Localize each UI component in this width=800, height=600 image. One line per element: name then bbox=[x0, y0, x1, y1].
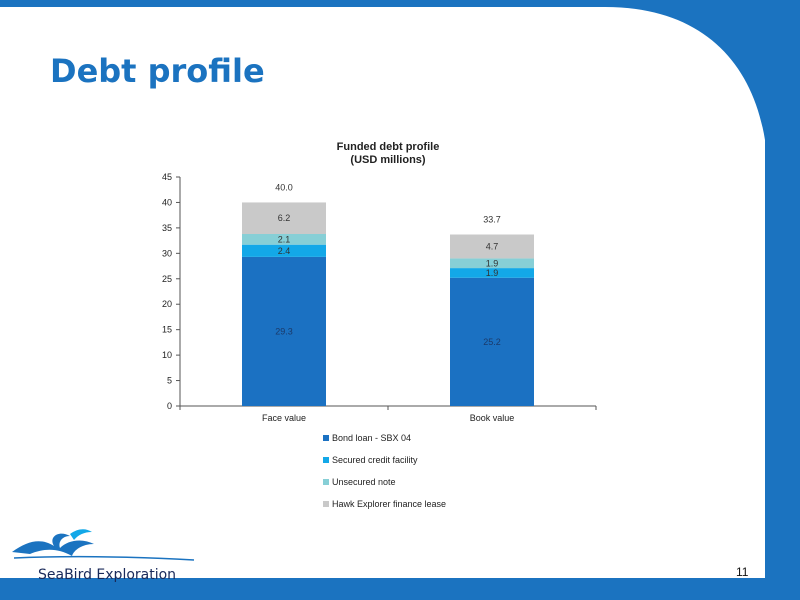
data-label: 25.2 bbox=[483, 337, 501, 347]
x-tick-label: Face value bbox=[262, 413, 306, 423]
x-tick-label: Book value bbox=[470, 413, 515, 423]
y-tick-label: 45 bbox=[162, 172, 172, 182]
legend-label: Unsecured note bbox=[332, 477, 396, 487]
bar-segment bbox=[242, 233, 326, 245]
y-tick-label: 15 bbox=[162, 325, 172, 335]
data-label: 4.7 bbox=[486, 241, 499, 251]
seabird-logo-icon bbox=[12, 529, 195, 561]
data-label: 6.2 bbox=[278, 213, 291, 223]
y-tick-label: 20 bbox=[162, 299, 172, 309]
legend-label: Hawk Explorer finance lease bbox=[332, 499, 446, 509]
bar-segment bbox=[242, 244, 326, 257]
data-label: 2.1 bbox=[278, 234, 291, 244]
bar-segment bbox=[450, 258, 534, 269]
y-tick-label: 35 bbox=[162, 223, 172, 233]
bar-segment bbox=[450, 277, 534, 406]
bar-segment bbox=[242, 202, 326, 234]
legend-swatch bbox=[323, 457, 329, 463]
data-label: 2.4 bbox=[278, 246, 291, 256]
bar-segment bbox=[450, 234, 534, 259]
total-label: 40.0 bbox=[275, 182, 293, 192]
y-tick-label: 25 bbox=[162, 274, 172, 284]
page-number: 11 bbox=[736, 565, 749, 579]
slide-title: Debt profile bbox=[50, 52, 265, 90]
y-tick-label: 40 bbox=[162, 197, 172, 207]
company-name: SeaBird Exploration bbox=[38, 567, 177, 583]
legend-swatch bbox=[323, 479, 329, 485]
y-tick-label: 30 bbox=[162, 248, 172, 258]
legend-label: Secured credit facility bbox=[332, 455, 418, 465]
legend-label: Bond loan - SBX 04 bbox=[332, 433, 411, 443]
chart-title: Funded debt profile bbox=[337, 141, 440, 153]
legend-swatch bbox=[323, 435, 329, 441]
data-label: 29.3 bbox=[275, 326, 293, 336]
bar-segment bbox=[242, 256, 326, 406]
bar-segment bbox=[450, 268, 534, 278]
y-tick-label: 0 bbox=[167, 401, 172, 411]
total-label: 33.7 bbox=[483, 215, 501, 225]
data-label: 1.9 bbox=[486, 268, 499, 278]
y-tick-label: 5 bbox=[167, 376, 172, 386]
legend-swatch bbox=[323, 501, 329, 507]
data-label: 1.9 bbox=[486, 258, 499, 268]
chart-subtitle: (USD millions) bbox=[350, 154, 426, 166]
y-tick-label: 10 bbox=[162, 350, 172, 360]
